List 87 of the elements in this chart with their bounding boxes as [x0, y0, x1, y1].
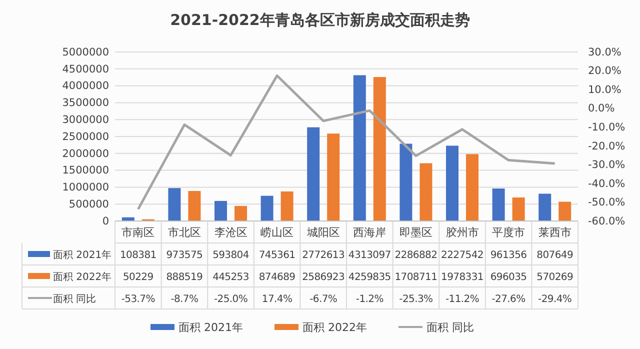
y-tick-label: 0	[102, 215, 109, 228]
data-label: 445253	[212, 272, 249, 283]
bar	[234, 206, 247, 221]
data-label: -25.0%	[214, 294, 248, 305]
chart-title: 2021-2022年青岛各区市新房成交面积走势	[170, 11, 470, 29]
x-tick-label: 胶州市	[446, 226, 479, 239]
x-tick-label: 市北区	[168, 226, 201, 239]
data-label: 1978331	[441, 272, 484, 283]
bar	[558, 202, 572, 221]
data-label: 1708711	[394, 272, 438, 283]
y2-tick-label: -30.0%	[588, 159, 626, 172]
y2-tick-label: -20.0%	[588, 140, 626, 152]
y2-tick-label: -50.0%	[588, 196, 626, 209]
data-label: 108381	[120, 250, 156, 261]
data-label: 696035	[490, 272, 527, 283]
legend-label: 面积 2021年	[53, 249, 112, 261]
data-label: 888519	[166, 272, 203, 283]
x-tick-label: 西海岸	[353, 226, 386, 239]
bar	[446, 146, 458, 221]
bar	[353, 75, 366, 221]
x-tick-label: 崂山区	[260, 226, 294, 239]
data-label: 973575	[166, 250, 203, 261]
data-label: -11.2%	[445, 294, 480, 305]
data-label: 570269	[536, 272, 574, 283]
y-tick-label: 1000000	[62, 182, 109, 194]
data-label: 2586923	[302, 272, 345, 283]
data-label: -29.4%	[538, 294, 572, 305]
bar	[492, 188, 505, 221]
legend-label: 面积 同比	[53, 293, 96, 305]
bar	[373, 77, 386, 221]
data-label: -1.2%	[356, 294, 384, 305]
bar	[307, 127, 320, 221]
bar	[420, 163, 432, 221]
x-tick-label: 即墨区	[399, 226, 432, 239]
bar	[327, 134, 340, 221]
data-label: 2227542	[441, 250, 484, 261]
data-label: 4259835	[348, 272, 391, 283]
data-label: 2286882	[394, 250, 438, 261]
x-tick-label: 市南区	[122, 226, 155, 239]
line-series	[136, 74, 556, 210]
data-label: 17.4%	[262, 294, 292, 305]
text: 面积 同比	[426, 321, 474, 334]
y-tick-label: 2000000	[62, 148, 109, 160]
bar	[512, 197, 525, 221]
y2-tick-label: -10.0%	[588, 121, 626, 134]
data-label: 874689	[258, 272, 296, 283]
data-label: 593804	[212, 250, 249, 261]
text: 面积 2021年	[178, 321, 243, 334]
text: 面积 2022年	[302, 321, 367, 334]
legend-label: 面积 2022年	[53, 271, 112, 283]
data-label: 2772613	[302, 250, 345, 261]
y-tick-label: 4000000	[62, 80, 109, 92]
y2-tick-label: 10.0%	[588, 84, 622, 96]
data-label: 807649	[536, 250, 574, 261]
data-label: -53.7%	[121, 294, 155, 305]
y2-tick-label: 20.0%	[588, 65, 622, 78]
data-label: 4313097	[348, 250, 391, 261]
y-tick-label: 4500000	[62, 63, 109, 76]
x-tick-label: 平度市	[492, 226, 526, 239]
y-tick-label: 3500000	[62, 97, 109, 110]
data-label: 745361	[258, 250, 296, 261]
y2-tick-label: 0.0%	[588, 102, 615, 115]
x-tick-label: 城阳区	[306, 226, 340, 239]
y2-tick-label: -60.0%	[588, 215, 626, 228]
bar	[188, 190, 201, 221]
x-tick-label: 李沧区	[214, 226, 248, 239]
data-label: -6.7%	[310, 294, 338, 305]
y-tick-label: 1500000	[62, 164, 109, 177]
data-label: 961356	[490, 250, 527, 261]
y-tick-label: 5000000	[62, 46, 109, 58]
bar	[214, 200, 227, 221]
data-label: -27.6%	[492, 294, 526, 305]
bar	[280, 191, 294, 221]
bar	[260, 196, 274, 221]
bar	[538, 194, 552, 221]
bar	[400, 144, 412, 221]
y-tick-label: 500000	[68, 198, 109, 210]
bar	[168, 188, 181, 221]
bar	[466, 154, 478, 221]
data-label: -8.7%	[170, 294, 198, 305]
y2-tick-label: -40.0%	[588, 178, 626, 190]
data-label: -25.3%	[399, 294, 433, 305]
y-tick-label: 3000000	[62, 114, 109, 126]
x-tick-label: 莱西市	[538, 226, 572, 239]
y-tick-label: 2500000	[62, 130, 109, 143]
y2-tick-label: 30.0%	[588, 46, 622, 58]
data-label: 50229	[122, 272, 154, 283]
